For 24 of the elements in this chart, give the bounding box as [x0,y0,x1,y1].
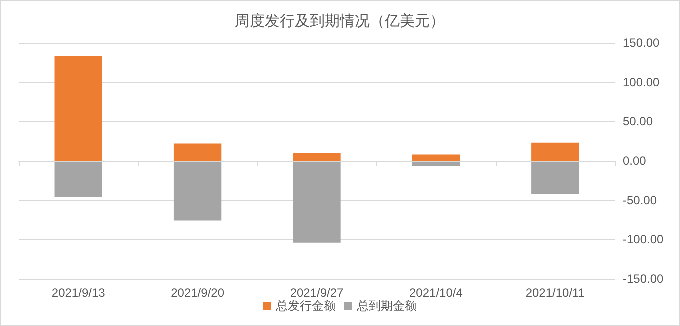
bar [293,161,341,243]
bar [54,161,102,198]
bar [293,153,341,161]
x-tick-label: 2021/9/20 [171,286,225,300]
bar [412,154,460,161]
y-tick-label: 50.00 [623,114,654,129]
y-tick-label: 150.00 [623,36,660,50]
y-tick-label: -150.00 [623,272,664,286]
legend-label: 总到期金额 [356,299,417,313]
bar [174,161,222,221]
x-tick-label: 2021/10/11 [526,286,586,300]
y-tick-label: -100.00 [623,232,664,247]
y-tick-label: -50.00 [623,193,658,208]
x-tick-label: 2021/10/4 [410,286,464,300]
x-tick-label: 2021/9/27 [290,286,344,300]
bar [174,144,222,161]
chart-title: 周度发行及到期情况（亿美元） [235,13,445,30]
bar [532,142,580,161]
y-tick-label: 0.00 [623,154,647,168]
legend-label: 总发行金额 [275,299,336,313]
bar [54,56,102,161]
bar [532,161,580,194]
y-tick-label: 100.00 [623,75,660,90]
x-tick-label: 2021/9/13 [52,286,106,300]
